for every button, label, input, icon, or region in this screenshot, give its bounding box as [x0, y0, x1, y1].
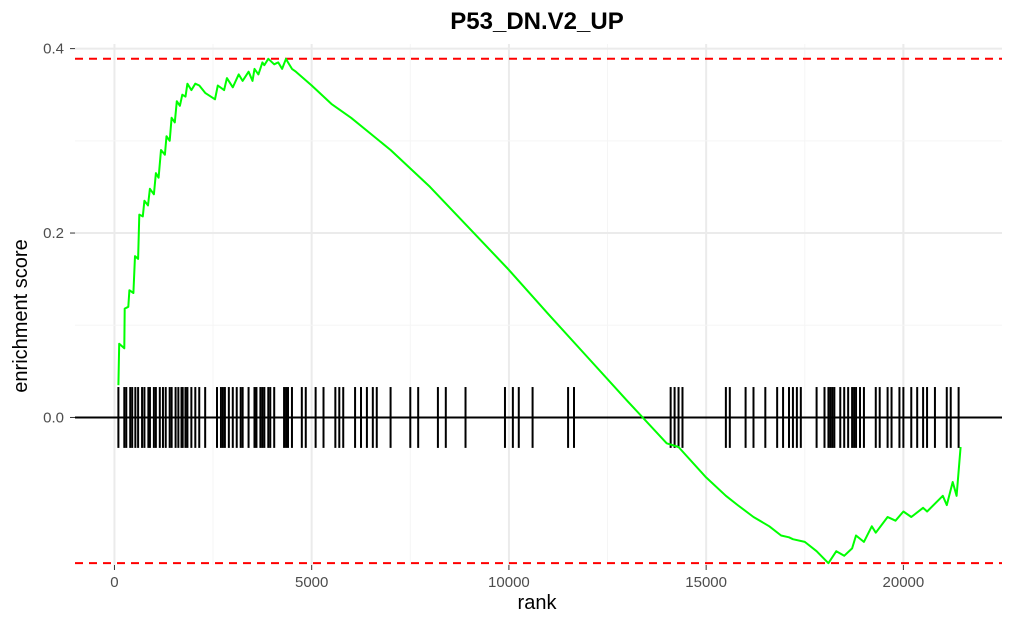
running-enrichment-score-line: [117, 57, 962, 565]
y-axis-title: enrichment score: [10, 239, 32, 392]
y-tick-label: 0.4: [43, 41, 64, 58]
x-tick-label: 10000: [488, 574, 530, 591]
x-tick-label: 15000: [685, 574, 727, 591]
y-tick-label: 0.0: [43, 409, 64, 426]
x-tick-label: 0: [110, 574, 118, 591]
series-layer: [117, 57, 962, 565]
hit-rug: [117, 387, 960, 448]
x-tick-label: 20000: [883, 574, 925, 591]
y-tick-label: 0.2: [43, 225, 64, 242]
reference-lines: [75, 57, 1002, 565]
x-axis-title: rank: [518, 592, 558, 614]
axis-ticks: 0 5000 10000 15000 20000 0.0 0.2 0.4: [43, 41, 924, 591]
x-tick-label: 5000: [295, 574, 328, 591]
chart-title: P53_DN.V2_UP: [450, 8, 623, 35]
